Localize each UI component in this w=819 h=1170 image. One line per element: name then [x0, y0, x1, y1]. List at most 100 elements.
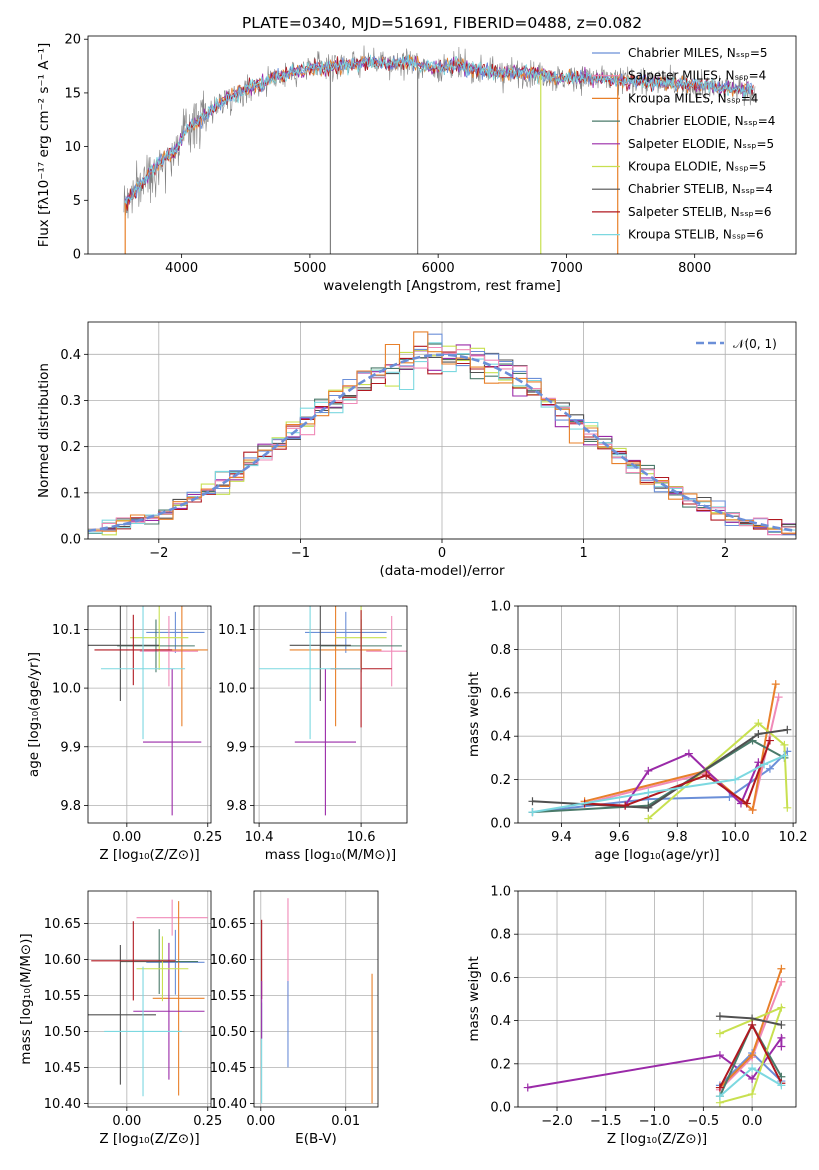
- normal-curve: [88, 353, 796, 533]
- legend-entry: Chabrier STELIB, Nₛₛₚ=4: [628, 182, 773, 196]
- y-tick-label: 10.60: [210, 953, 247, 968]
- x-tick-label: 9.4: [551, 830, 572, 845]
- weight-marker: [777, 1081, 786, 1090]
- age-vs-metallicity-panel: 0.00 0.25 9.8 9.9 10.0 10.1 Z [log₁₀(Z/Z⊙)] age…: [26, 605, 222, 863]
- weight-marker: [715, 1092, 724, 1101]
- y-tick-label: 0.0: [490, 817, 511, 832]
- legend-entry: Kroupa STELIB, Nₛₛₚ=6: [628, 228, 764, 242]
- weight-marker: [783, 725, 792, 734]
- x-tick-label: 0.01: [331, 1114, 360, 1129]
- x-axis-label: Z [log₁₀(Z/Z⊙)]: [99, 1131, 199, 1147]
- model-spectrum: [124, 54, 754, 205]
- y-tick-label: 10.0: [218, 682, 247, 697]
- y-tick-label: 10.0: [52, 682, 81, 697]
- plot-area: [88, 606, 208, 816]
- x-axis-label: E(B-V): [295, 1131, 337, 1147]
- legend-entry: Salpeter MILES, Nₛₛₚ=4: [628, 69, 766, 83]
- y-tick-label: 10.45: [210, 1061, 247, 1076]
- x-axis-label: Z [log₁₀(Z/Z⊙)]: [607, 1131, 707, 1147]
- axes-frame: [87, 321, 797, 540]
- legend-entry: Chabrier ELODIE, Nₛₛₚ=4: [628, 114, 775, 128]
- y-axis-label: mass [log₁₀(M/M⊙)]: [18, 933, 34, 1064]
- axes-frame: [253, 890, 379, 1108]
- x-tick-label: −2.0: [541, 1114, 573, 1129]
- residual-panel: −2 −1 0 1 2 0.0 0.1 0.2 0.3 0.4 (data-model)/error…: [36, 321, 797, 579]
- y-tick-label: 0.4: [490, 1014, 511, 1029]
- x-tick-label: 7000: [550, 261, 583, 276]
- weight-marker: [644, 788, 653, 797]
- y-tick-label: 10.65: [44, 917, 81, 932]
- weight-marker: [780, 740, 789, 749]
- x-tick-label: −1.0: [639, 1114, 671, 1129]
- y-tick-label: 9.8: [60, 799, 81, 814]
- plot-area: [88, 331, 796, 538]
- y-tick-label: 0.3: [60, 394, 81, 409]
- y-tick-label: 0.2: [490, 1057, 511, 1072]
- plot-area: [259, 606, 407, 816]
- plot-area: [88, 899, 208, 1097]
- weight-marker: [748, 1090, 757, 1099]
- x-tick-label: 10.2: [779, 830, 808, 845]
- weight-marker: [777, 1033, 786, 1042]
- weight-marker: [777, 1020, 786, 1029]
- legend-entry: Kroupa MILES, Nₛₛₚ=4: [628, 91, 758, 105]
- y-axis-label: Normed distribution: [36, 363, 52, 498]
- x-tick-label: 0.0: [742, 1114, 763, 1129]
- weight-marker: [644, 766, 653, 775]
- y-tick-label: 10.65: [210, 917, 247, 932]
- weight-marker: [725, 792, 734, 801]
- weight-marker: [765, 764, 774, 773]
- y-tick-label: 10.50: [44, 1025, 81, 1040]
- y-tick-label: 10.60: [44, 953, 81, 968]
- weight-marker: [777, 1003, 786, 1012]
- weight-marker: [715, 1012, 724, 1021]
- y-tick-label: 10.1: [218, 623, 247, 638]
- model-spectrum: [125, 56, 754, 211]
- x-tick-label: 4000: [165, 261, 198, 276]
- weight-marker: [771, 680, 780, 689]
- y-axis-label: mass weight: [466, 672, 482, 757]
- weight-marker: [777, 1042, 786, 1051]
- axes-frame: [87, 35, 797, 255]
- x-tick-label: 0: [438, 546, 446, 561]
- x-axis-label: Z [log₁₀(Z/Z⊙)]: [99, 847, 199, 863]
- weight-marker: [621, 801, 630, 810]
- legend-entry: Salpeter ELODIE, Nₛₛₚ=5: [628, 137, 774, 151]
- x-tick-label: 9.8: [667, 830, 688, 845]
- y-tick-label: 10.55: [44, 989, 81, 1004]
- weight-marker: [684, 749, 693, 758]
- weight-vs-age-panel: 9.4 9.6 9.8 10.0 10.2 0.0 0.2 0.4 0.6 0.8 1.0 age […: [466, 600, 808, 864]
- weight-marker: [777, 964, 786, 973]
- weight-marker: [715, 1051, 724, 1060]
- x-axis-label: mass [log₁₀(M/M⊙)]: [265, 847, 396, 863]
- legend-entry: Chabrier MILES, Nₛₛₚ=5: [628, 46, 768, 60]
- y-tick-label: 5: [73, 194, 81, 209]
- y-axis-label: Flux [fλ10⁻¹⁷ erg cm⁻² s⁻¹ A⁻¹]: [36, 43, 52, 248]
- x-tick-label: −2: [149, 546, 168, 561]
- x-tick-label: −0.5: [688, 1114, 720, 1129]
- age-vs-mass-panel: 10.4 10.6 9.8 9.9 10.0 10.1 mass [log₁₀(M/M⊙)]: [218, 605, 408, 863]
- x-tick-label: 10.6: [347, 830, 376, 845]
- weight-marker: [748, 1074, 757, 1083]
- weight-vs-metallicity-panel: −2.0 −1.5 −1.0 −0.5 0.0 0.0 0.2 0.4 0.6 0.8 1.0 Z […: [466, 885, 797, 1147]
- x-tick-label: 0.00: [246, 1114, 275, 1129]
- axes-frame: [517, 605, 797, 824]
- y-tick-label: 0.4: [60, 348, 81, 363]
- figure-title: PLATE=0340, MJD=51691, FIBERID=0488, z=0…: [242, 14, 642, 32]
- x-tick-label: 10.4: [245, 830, 274, 845]
- weight-marker: [748, 1051, 757, 1060]
- weight-marker: [748, 805, 757, 814]
- mass-vs-metallicity-panel: 0.00 0.25 10.40 10.45 10.50 10.55 10.60 10.65 Z …: [18, 890, 222, 1147]
- y-tick-label: 9.9: [226, 740, 247, 755]
- weight-marker: [754, 719, 763, 728]
- mass-vs-extinction-panel: 0.00 0.01 10.40 10.45 10.50 10.55 10.60 10.65 E(…: [210, 890, 379, 1147]
- x-tick-label: 5000: [293, 261, 326, 276]
- plot-area: [528, 680, 792, 823]
- x-axis-label: (data-model)/error: [379, 563, 505, 579]
- y-tick-label: 0.4: [490, 730, 511, 745]
- y-tick-label: 1.0: [490, 600, 511, 615]
- plot-area: [123, 45, 756, 254]
- y-tick-label: 15: [64, 86, 81, 101]
- weight-marker: [731, 775, 740, 784]
